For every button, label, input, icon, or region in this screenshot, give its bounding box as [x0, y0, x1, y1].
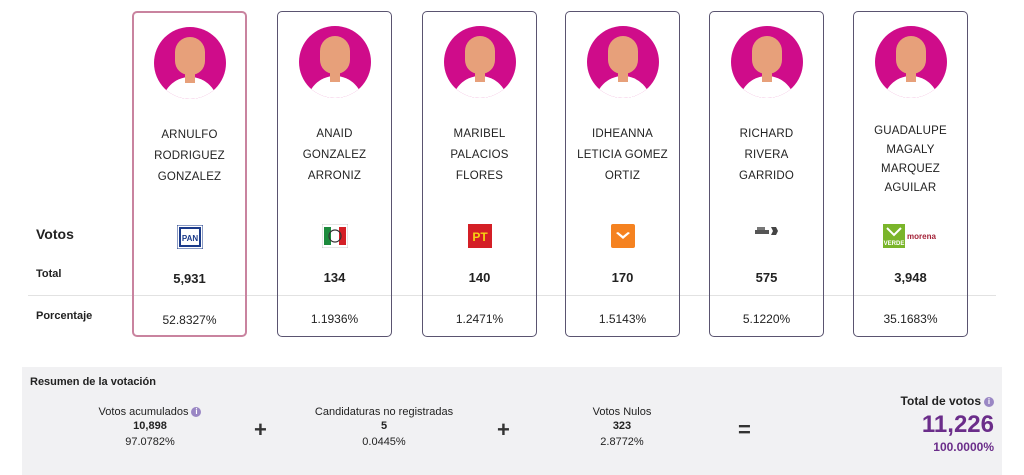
candidate-total: 140 — [468, 270, 491, 285]
votos-nulos-block: Votos Nulos 323 2.8772% — [532, 405, 712, 451]
summary-title: Resumen de la votación — [30, 376, 156, 388]
candidate-avatar — [730, 26, 803, 98]
candidate-name: ANAID GONZALEZ ARRONIZ — [302, 128, 367, 182]
votos-acumulados-label: Votos acumulados — [98, 406, 189, 418]
candidate-name: MARIBEL PALACIOS FLORES — [450, 128, 509, 182]
candidate-name: GUADALUPE MAGALY MARQUEZ AGUILAR — [874, 125, 947, 194]
total-votos-pct: 100.0000% — [933, 440, 994, 454]
candidate-percentage: 35.1683% — [883, 312, 938, 326]
votos-nulos-value: 323 — [612, 420, 632, 432]
info-icon[interactable]: i — [191, 407, 202, 417]
plus-sign: + — [497, 417, 510, 442]
candidate-avatar — [443, 26, 516, 98]
candidate-card[interactable]: MARIBEL PALACIOS FLORES PT 140 1.2471% — [422, 11, 537, 337]
row-label-votos: Votos — [36, 226, 74, 242]
candidate-name: IDHEANNA LETICIA GOMEZ ORTIZ — [577, 128, 668, 182]
equals-sign: = — [738, 417, 751, 442]
candidate-card[interactable]: RICHARD RIVERA GARRIDO 575 5.1220% — [709, 11, 824, 337]
candidate-percentage: 1.1936% — [310, 312, 359, 326]
candidate-percentage: 5.1220% — [742, 312, 791, 326]
no-registradas-value: 5 — [380, 420, 388, 432]
candidate-card[interactable]: ARNULFO RODRIGUEZ GONZALEZ PAN 5,931 52.83… — [132, 11, 247, 337]
coalition-logo-icon — [754, 224, 780, 243]
votos-acumulados-block: Votos acumulados i 10,898 97.0782% — [60, 405, 240, 451]
svg-text:PAN: PAN — [181, 234, 198, 243]
candidate-name: RICHARD RIVERA GARRIDO — [738, 128, 795, 182]
svg-text:morena: morena — [907, 232, 936, 241]
plus-sign: + — [254, 417, 267, 442]
candidate-total: 134 — [323, 270, 346, 285]
candidate-card[interactable]: ANAID GONZALEZ ARRONIZ 134 1.1936% — [277, 11, 392, 337]
candidate-avatar — [298, 26, 371, 98]
vote-summary-panel: Resumen de la votación Votos acumulados i… — [22, 367, 1002, 475]
candidate-name: ARNULFO RODRIGUEZ GONZALEZ — [154, 129, 225, 183]
candidate-card[interactable]: IDHEANNA LETICIA GOMEZ ORTIZ 170 1.5143% — [565, 11, 680, 337]
pan-logo-icon: PAN — [176, 224, 203, 254]
svg-text:PT: PT — [472, 230, 488, 244]
row-label-porcentaje: Porcentaje — [36, 310, 93, 322]
no-registradas-label: Candidaturas no registradas — [314, 406, 454, 418]
divider — [28, 295, 996, 296]
votos-nulos-label: Votos Nulos — [592, 406, 652, 418]
candidate-total: 5,931 — [173, 271, 206, 286]
candidate-percentage: 52.8327% — [162, 313, 217, 327]
candidate-percentage: 1.2471% — [455, 312, 504, 326]
pri-logo-icon — [321, 223, 348, 253]
row-label-total: Total — [36, 268, 62, 280]
pt-logo-icon: PT — [467, 224, 492, 253]
candidate-avatar — [153, 27, 226, 99]
no-registradas-pct: 0.0445% — [362, 436, 406, 448]
candidate-total: 575 — [755, 270, 778, 285]
candidate-percentage: 1.5143% — [598, 312, 647, 326]
svg-text:VERDE: VERDE — [883, 241, 904, 247]
total-votos-value: 11,226 — [921, 411, 994, 438]
candidate-total: 170 — [611, 270, 634, 285]
candidate-card[interactable]: GUADALUPE MAGALY MARQUEZ AGUILAR VERDE more… — [853, 11, 968, 337]
total-votos-block: Total de votos i 11,226 100.0000% — [901, 394, 994, 454]
candidate-total: 3,948 — [894, 270, 927, 285]
verde-morena-logo-icon: VERDE morena — [882, 224, 939, 253]
votos-nulos-pct: 2.8772% — [600, 436, 644, 448]
total-votos-label: Total de votos — [900, 394, 981, 408]
candidate-avatar — [874, 26, 947, 98]
candidate-avatar — [586, 26, 659, 98]
no-registradas-block: Candidaturas no registradas 5 0.0445% — [294, 405, 474, 451]
info-icon[interactable]: i — [984, 397, 994, 407]
votos-acumulados-pct: 97.0782% — [125, 436, 175, 448]
votos-acumulados-value: 10,898 — [133, 420, 167, 432]
mc-logo-icon — [610, 224, 635, 253]
